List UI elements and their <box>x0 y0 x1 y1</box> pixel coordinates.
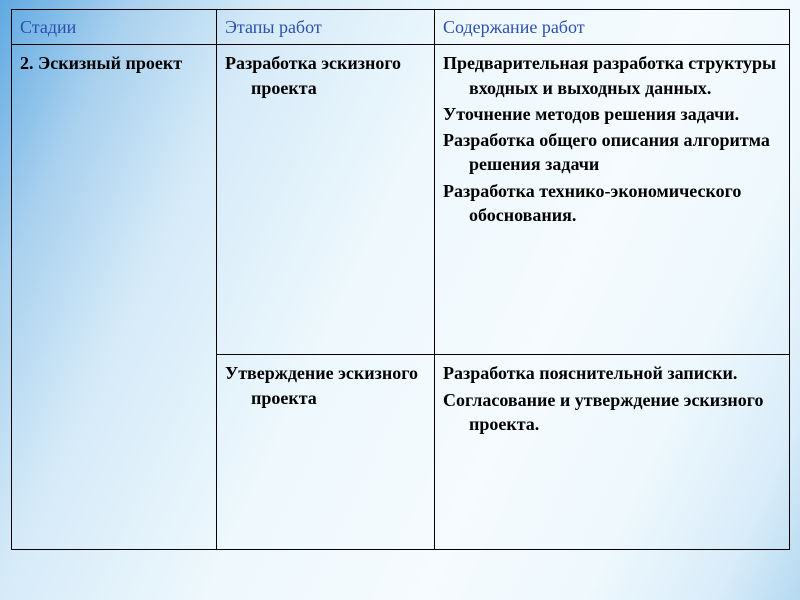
slide-sheet: Стадии Этапы работ Содержание работ 2. Э… <box>11 9 789 550</box>
content-line: Разработка пояснительной записки. <box>443 361 781 385</box>
phase-text: Разработка эскизного проекта <box>225 51 426 100</box>
content-cell: Разработка пояснительной записки. Соглас… <box>435 355 790 550</box>
phase-text: Утверждение эскизного проекта <box>225 361 426 410</box>
table-row: 2. Эскизный проект Разработка эскизного … <box>12 45 790 355</box>
header-stages: Стадии <box>12 10 217 45</box>
table-header-row: Стадии Этапы работ Содержание работ <box>12 10 790 45</box>
phase-cell: Разработка эскизного проекта <box>217 45 435 355</box>
phase-cell: Утверждение эскизного проекта <box>217 355 435 550</box>
content-line: Предварительная разработка структуры вхо… <box>443 51 781 100</box>
header-content: Содержание работ <box>435 10 790 45</box>
content-line: Разработка технико-экономического обосно… <box>443 179 781 228</box>
stages-table: Стадии Этапы работ Содержание работ 2. Э… <box>11 9 790 550</box>
content-cell: Предварительная разработка структуры вхо… <box>435 45 790 355</box>
header-phases: Этапы работ <box>217 10 435 45</box>
content-line: Уточнение методов решения задачи. <box>443 102 781 126</box>
content-line: Разработка общего описания алгоритма реш… <box>443 128 781 177</box>
stage-cell: 2. Эскизный проект <box>12 45 217 550</box>
content-line: Согласование и утверждение эскизного про… <box>443 388 781 437</box>
